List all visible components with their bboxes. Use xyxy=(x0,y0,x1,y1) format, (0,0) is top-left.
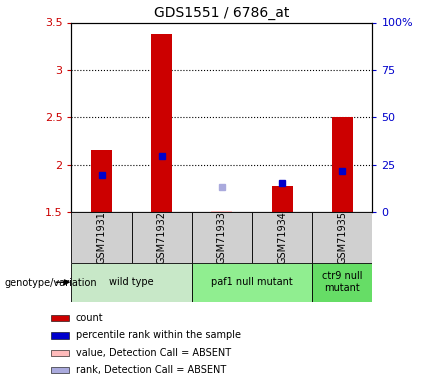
Text: GSM71934: GSM71934 xyxy=(277,211,287,264)
Bar xyxy=(192,262,312,302)
Bar xyxy=(252,212,312,262)
Text: genotype/variation: genotype/variation xyxy=(4,278,97,288)
Title: GDS1551 / 6786_at: GDS1551 / 6786_at xyxy=(154,6,290,20)
Bar xyxy=(332,117,353,212)
Bar xyxy=(51,332,69,339)
Bar xyxy=(51,350,69,356)
Bar xyxy=(312,262,372,302)
Text: count: count xyxy=(76,313,103,323)
Text: percentile rank within the sample: percentile rank within the sample xyxy=(76,330,241,340)
Bar xyxy=(132,212,192,262)
Bar xyxy=(51,367,69,373)
Bar xyxy=(51,315,69,321)
Bar xyxy=(151,34,172,212)
Bar xyxy=(271,186,293,212)
Text: GSM71931: GSM71931 xyxy=(97,211,107,264)
Bar xyxy=(91,150,112,212)
Text: rank, Detection Call = ABSENT: rank, Detection Call = ABSENT xyxy=(76,365,226,375)
Bar xyxy=(192,212,252,262)
Text: GSM71932: GSM71932 xyxy=(157,211,167,264)
Bar xyxy=(71,262,192,302)
Bar xyxy=(211,211,233,212)
Bar xyxy=(71,212,132,262)
Bar xyxy=(312,212,372,262)
Text: wild type: wild type xyxy=(109,277,154,287)
Text: value, Detection Call = ABSENT: value, Detection Call = ABSENT xyxy=(76,348,231,358)
Text: GSM71935: GSM71935 xyxy=(337,211,347,264)
Text: GSM71933: GSM71933 xyxy=(217,211,227,264)
Text: ctr9 null
mutant: ctr9 null mutant xyxy=(322,272,362,293)
Text: paf1 null mutant: paf1 null mutant xyxy=(211,277,293,287)
